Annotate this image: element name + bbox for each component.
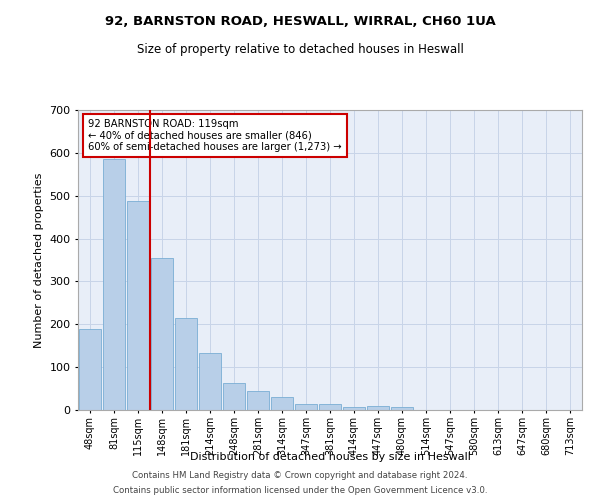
Bar xyxy=(223,383,245,410)
Bar xyxy=(247,391,269,410)
Bar xyxy=(343,406,365,410)
Text: Contains public sector information licensed under the Open Government Licence v3: Contains public sector information licen… xyxy=(113,486,487,495)
Bar xyxy=(391,406,413,410)
Bar xyxy=(127,202,149,410)
Text: Distribution of detached houses by size in Heswall: Distribution of detached houses by size … xyxy=(190,452,470,462)
Y-axis label: Number of detached properties: Number of detached properties xyxy=(34,172,44,348)
Bar xyxy=(295,404,317,410)
Bar xyxy=(175,318,197,410)
Bar xyxy=(151,258,173,410)
Text: 92 BARNSTON ROAD: 119sqm
← 40% of detached houses are smaller (846)
60% of semi-: 92 BARNSTON ROAD: 119sqm ← 40% of detach… xyxy=(88,119,342,152)
Bar xyxy=(271,397,293,410)
Bar xyxy=(79,328,101,410)
Bar xyxy=(319,404,341,410)
Bar xyxy=(199,354,221,410)
Text: 92, BARNSTON ROAD, HESWALL, WIRRAL, CH60 1UA: 92, BARNSTON ROAD, HESWALL, WIRRAL, CH60… xyxy=(104,15,496,28)
Bar xyxy=(103,160,125,410)
Bar xyxy=(367,406,389,410)
Text: Contains HM Land Registry data © Crown copyright and database right 2024.: Contains HM Land Registry data © Crown c… xyxy=(132,471,468,480)
Text: Size of property relative to detached houses in Heswall: Size of property relative to detached ho… xyxy=(137,42,463,56)
